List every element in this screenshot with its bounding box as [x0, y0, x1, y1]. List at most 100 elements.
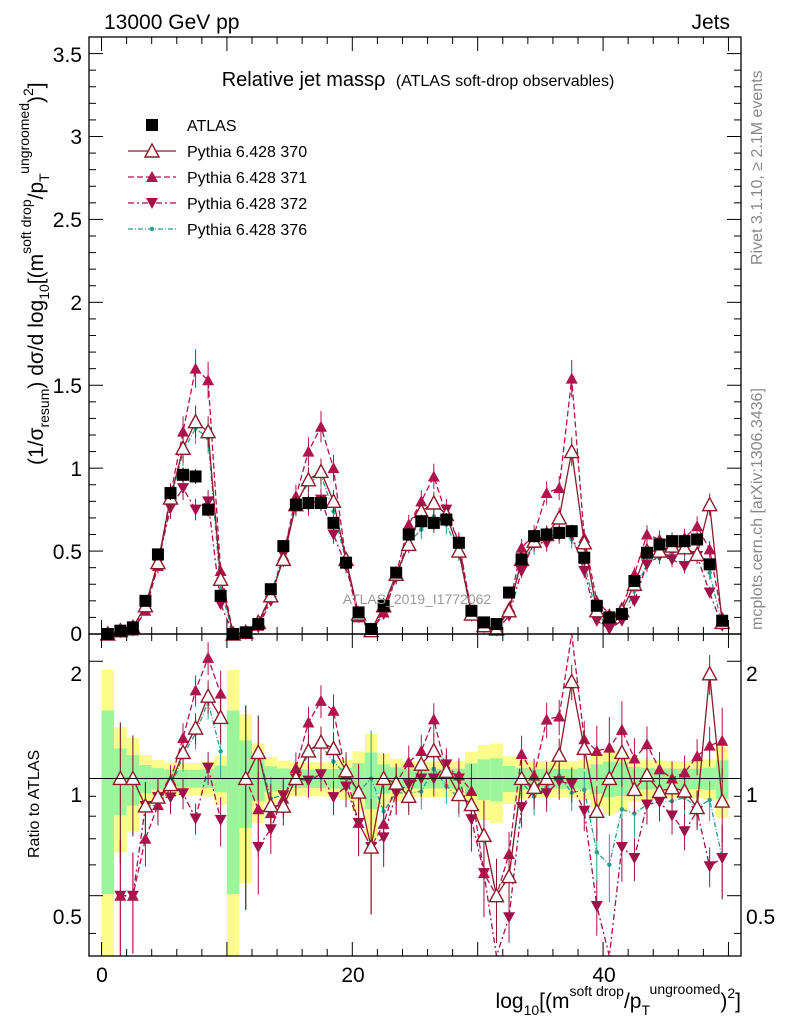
mcplots-label: mcplots.cern.ch [arXiv:1306.3436] — [749, 388, 766, 630]
mc-point — [143, 142, 161, 158]
mc-point — [588, 802, 605, 819]
mc-point — [607, 862, 612, 868]
mc-point — [425, 742, 442, 758]
y-tick-label: 1 — [70, 458, 82, 481]
ratio-tick-label: 0.5 — [53, 906, 82, 929]
mc-point — [628, 595, 641, 607]
data-point — [139, 594, 152, 607]
mc-point — [214, 814, 227, 826]
mc-point — [628, 752, 641, 764]
data-point — [377, 599, 390, 612]
legend-entry: Pythia 6.428 372 — [128, 196, 307, 213]
data-point — [427, 516, 440, 529]
data-point — [352, 606, 365, 619]
mc-point — [202, 374, 215, 386]
mc-point — [640, 738, 653, 750]
data-point — [691, 533, 704, 546]
mc-point — [540, 713, 553, 725]
series-0 — [101, 467, 729, 640]
ratio-tick-label: 2 — [746, 663, 758, 686]
mc-point — [312, 733, 330, 749]
mc-point — [189, 813, 202, 825]
data-point — [340, 556, 353, 569]
mc-point — [202, 496, 215, 508]
mc-point — [450, 542, 468, 558]
data-point — [302, 496, 315, 509]
ratio-tick-label: 0.5 — [746, 906, 775, 929]
legend: ATLAS Pythia 6.428 370 Pythia 6.428 371 Pyt… — [128, 118, 307, 239]
mc-point — [452, 769, 465, 781]
mc-point — [427, 470, 440, 482]
mc-point — [666, 554, 679, 566]
mc-point — [515, 565, 528, 577]
mc-point — [327, 704, 340, 716]
mc-point — [703, 739, 716, 751]
mc-point — [716, 852, 729, 864]
data-point — [214, 589, 227, 602]
mc-point — [632, 811, 637, 816]
mc-point — [582, 787, 587, 793]
mc-point — [450, 786, 468, 802]
mc-point — [302, 716, 315, 728]
chart-title-main: Relative jet massρ — [222, 69, 386, 91]
mc-point — [590, 744, 603, 756]
ratio-plot-frame — [88, 633, 742, 957]
y-tick-label: 3 — [70, 126, 82, 149]
data-point — [365, 623, 378, 636]
data-point — [590, 599, 603, 612]
data-point — [202, 503, 215, 516]
mc-point — [388, 774, 405, 790]
mc-point — [576, 739, 593, 755]
chart-title: Relative jet massρ (ATLAS soft-drop obse… — [222, 69, 615, 91]
mc-point — [553, 776, 566, 788]
mc-point — [563, 443, 580, 459]
mc-point — [126, 889, 139, 901]
mc-point — [252, 803, 265, 815]
mc-point — [262, 797, 279, 813]
mc-point — [553, 710, 566, 722]
band-inner — [490, 758, 503, 802]
mc-point — [603, 624, 616, 636]
mc-point — [177, 483, 190, 495]
mc-point — [714, 792, 731, 808]
data-point — [402, 528, 415, 541]
mc-point — [691, 520, 704, 532]
mc-point — [613, 743, 631, 760]
legend-label: Pythia 6.428 370 — [187, 144, 307, 161]
ratio-plot-series — [112, 633, 731, 957]
axis-ticks — [89, 36, 741, 956]
mc-point — [177, 425, 190, 437]
mc-point — [177, 731, 190, 743]
mc-point — [651, 783, 668, 799]
mc-point — [701, 665, 718, 681]
mc-point — [707, 570, 712, 575]
mc-point — [300, 742, 317, 758]
band-inner — [477, 759, 491, 801]
mc-point — [212, 708, 229, 725]
data-point — [239, 626, 252, 639]
legend-entry: ATLAS — [146, 118, 237, 135]
data-point — [465, 604, 478, 617]
ratio-tick-label: 2 — [70, 663, 82, 686]
data-point — [716, 614, 729, 627]
analysis-watermark: ATLAS_2019_I1772062 — [343, 591, 492, 607]
data-point — [703, 558, 716, 571]
mc-point — [262, 587, 279, 603]
main-plot-series — [99, 349, 731, 641]
y-tick-label: 3.5 — [53, 44, 82, 67]
data-point — [528, 530, 541, 543]
mc-point — [701, 496, 718, 512]
mc-point — [327, 792, 340, 804]
mc-point — [202, 762, 215, 774]
data-point — [114, 624, 127, 637]
data-point — [628, 574, 641, 587]
mc-point — [174, 743, 192, 760]
x-tick-labels: 0 20 40 — [96, 964, 616, 987]
mc-point — [189, 684, 202, 696]
header-energy: 13000 GeV pp — [104, 11, 239, 34]
x-tick-label: 40 — [592, 964, 615, 987]
mc-point — [146, 198, 158, 209]
mc-point — [703, 861, 716, 873]
mc-point — [688, 545, 706, 562]
